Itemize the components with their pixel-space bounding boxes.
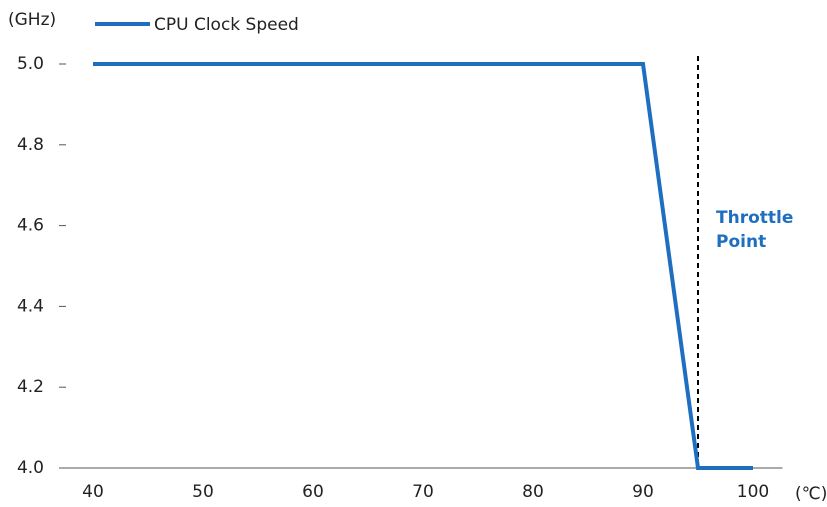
y-tick-label: 4.4 bbox=[17, 296, 44, 316]
annotation: Throttle bbox=[716, 208, 793, 228]
x-tick-label: 60 bbox=[302, 482, 324, 502]
x-tick-label: 40 bbox=[82, 482, 104, 502]
x-tick-label: 50 bbox=[192, 482, 214, 502]
y-tick-label: 4.8 bbox=[17, 135, 44, 155]
legend-label: CPU Clock Speed bbox=[154, 15, 299, 35]
y-tick-label: 4.6 bbox=[17, 216, 44, 236]
y-tick-label: 4.2 bbox=[17, 377, 44, 397]
x-unit: (℃) bbox=[795, 484, 827, 504]
annotation: Point bbox=[716, 232, 766, 252]
x-tick-label: 90 bbox=[632, 482, 654, 502]
series-line bbox=[93, 62, 753, 470]
x-tick-label: 100 bbox=[737, 482, 769, 502]
y-tick-label: 5.0 bbox=[17, 54, 44, 74]
y-tick-label: 4.0 bbox=[17, 458, 44, 478]
x-tick-label: 80 bbox=[522, 482, 544, 502]
y-unit: (GHz) bbox=[8, 10, 56, 30]
x-tick-label: 70 bbox=[412, 482, 434, 502]
